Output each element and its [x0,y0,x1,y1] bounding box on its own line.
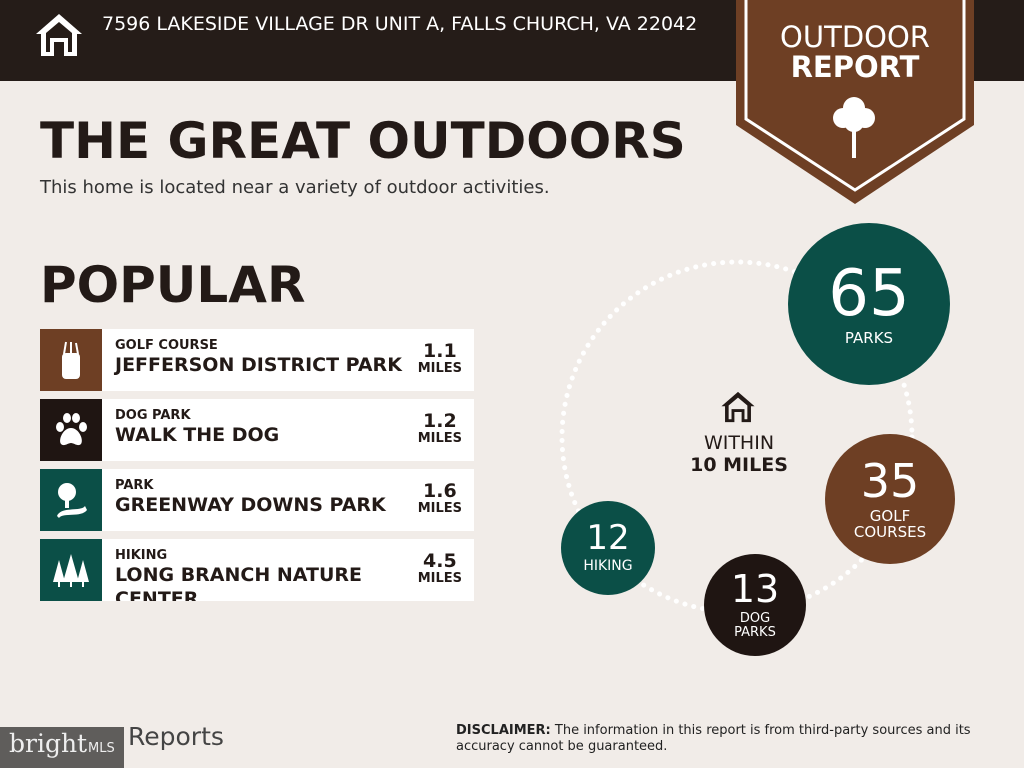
count-circle: 35 GOLF COURSES [825,434,955,564]
item-name: LONG BRANCH NATURE CENTER [115,564,362,601]
disclaimer: DISCLAIMER: The information in this repo… [456,723,996,755]
golf-bag-icon [40,329,102,391]
distance-value: 1.2 [423,410,457,432]
popular-item[interactable]: DOG PARK WALK THE DOG 1.2 MILES [40,399,474,461]
item-category: GOLF COURSE [115,338,218,353]
item-distance: 1.1 MILES [418,341,462,376]
paw-icon [40,399,102,461]
count-value: 13 [730,566,780,611]
tree-icon [833,97,875,158]
park-icon [40,469,102,531]
distance-unit: MILES [417,431,462,446]
popular-item[interactable]: HIKING LONG BRANCH NATURE CENTER 4.5 MILE… [40,539,474,601]
distance-value: 1.1 [423,340,457,362]
house-icon [36,14,82,56]
badge-line2: REPORT [790,50,920,84]
badge-line1: OUTDOOR [780,20,930,54]
count-circle: 65 PARKS [788,223,950,385]
count-value: 35 [860,453,920,508]
count-circle: 13 DOG PARKS [704,554,806,656]
item-distance: 1.6 MILES [418,481,462,516]
item-category: HIKING [115,548,168,563]
within-label: WITHIN 10 MILES [680,432,798,476]
item-name: JEFFERSON DISTRICT PARK [115,354,402,376]
count-circle: 12 HIKING [561,501,655,595]
property-address: 7596 LAKESIDE VILLAGE DR UNIT A, FALLS C… [102,13,698,35]
count-label: GOLF COURSES [853,506,927,541]
reports-brand: Reports [128,722,224,751]
item-name: GREENWAY DOWNS PARK [115,494,386,516]
popular-item[interactable]: PARK GREENWAY DOWNS PARK 1.6 MILES [40,469,474,531]
page-subtitle: This home is located near a variety of o… [40,177,550,198]
house-icon [721,391,755,423]
popular-heading: POPULAR [40,256,306,314]
within-text: WITHIN [703,432,775,454]
count-value: 12 [586,518,630,559]
distance-value: 4.5 [423,550,457,572]
count-label: DOG PARKS [734,610,776,640]
disclaimer-text: The information in this report is from t… [456,723,971,754]
within-distance: 10 MILES [690,454,788,476]
item-category: DOG PARK [115,408,191,423]
count-label: HIKING [583,558,633,575]
page-title: THE GREAT OUTDOORS [40,112,686,170]
bright-mls-logo: bright MLS [0,727,124,768]
count-value: 65 [828,256,910,331]
distance-unit: MILES [417,361,462,376]
distance-unit: MILES [417,501,462,516]
popular-item[interactable]: GOLF COURSE JEFFERSON DISTRICT PARK 1.1 M… [40,329,474,391]
pine-trees-icon [40,539,102,601]
item-category: PARK [115,478,154,493]
item-name: WALK THE DOG [115,424,280,446]
distance-value: 1.6 [423,480,457,502]
disclaimer-label: DISCLAIMER: [456,723,551,738]
count-label: PARKS [844,328,894,347]
item-distance: 1.2 MILES [418,411,462,446]
item-distance: 4.5 MILES [418,551,462,586]
distance-unit: MILES [417,571,462,586]
